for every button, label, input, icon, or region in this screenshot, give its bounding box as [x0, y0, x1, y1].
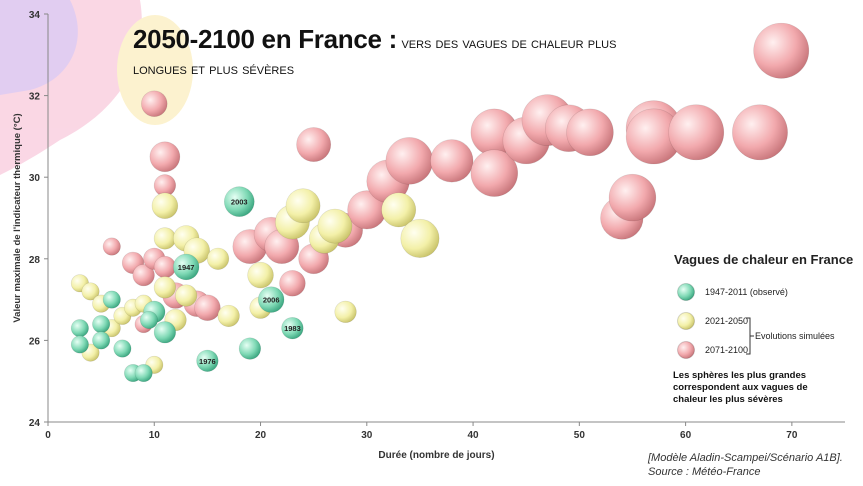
y-tick-label: 32: [29, 92, 41, 103]
data-point: [113, 339, 132, 358]
legend-marker-2021-2050: [677, 312, 695, 330]
y-tick-label: 28: [29, 255, 41, 266]
legend-marker-observed: [677, 283, 695, 301]
data-point: [334, 300, 357, 323]
data-point: [102, 237, 121, 256]
data-point: [608, 173, 657, 222]
x-tick-label: 0: [45, 430, 51, 441]
data-point: [92, 315, 111, 334]
y-tick-label: 24: [29, 418, 41, 429]
chart-bubbles: 1947 1976 2003 2006 1983: [70, 22, 810, 383]
data-point: [257, 286, 285, 313]
data-point: [139, 310, 158, 329]
data-point: [217, 304, 240, 328]
data-point: [134, 364, 153, 383]
data-point: [132, 264, 155, 287]
legend-label-2021-2050: 2021-2050: [705, 316, 749, 326]
legend-label-observed: 1947-2011 (observé): [705, 287, 788, 297]
legend-marker-2071-2100: [677, 341, 695, 359]
data-point: [92, 331, 111, 350]
data-point: [153, 255, 176, 279]
legend-label-2071-2100: 2071-2100: [705, 345, 749, 355]
data-point: [194, 294, 221, 321]
series-1: [70, 188, 440, 374]
data-point: [753, 22, 810, 79]
data-point: [196, 349, 219, 372]
x-tick-label: 10: [149, 430, 161, 441]
data-label: 2003: [231, 198, 248, 207]
data-point: [279, 270, 306, 297]
data-point: [206, 247, 230, 270]
y-tick-label: 34: [29, 10, 41, 21]
data-point: [149, 141, 181, 173]
data-point: [285, 188, 321, 224]
x-tick-label: 30: [361, 430, 373, 441]
data-point: [153, 227, 176, 250]
data-point: [141, 90, 168, 117]
series-2: [102, 22, 810, 334]
data-point: [381, 192, 417, 228]
y-tick-label: 30: [29, 173, 41, 184]
legend-marks: [677, 283, 754, 359]
x-tick-label: 20: [255, 430, 267, 441]
y-tick-label: 26: [29, 336, 41, 347]
data-point: [317, 208, 353, 244]
title-sub-line2: longues et plus sévères: [133, 61, 295, 78]
source-line1: [Modèle Aladin-Scampei/Scénario A1B].: [648, 452, 843, 464]
title-sub-line1: vers des vagues de chaleur plus: [401, 35, 617, 52]
source-note: [Modèle Aladin-Scampei/Scénario A1B]. So…: [648, 451, 843, 479]
data-point: [247, 261, 274, 289]
x-tick-label: 70: [786, 430, 798, 441]
data-point: [732, 104, 788, 161]
x-tick-label: 60: [680, 430, 692, 441]
x-axis-label: Durée (nombre de jours): [378, 450, 494, 461]
chart-axes: 0 10 20 30 40 50 60 70 24 26 28 30 32 34 Durée (nombre…: [12, 10, 845, 461]
data-point: [430, 139, 474, 183]
data-point: [238, 337, 262, 360]
data-point: [175, 284, 198, 307]
data-point: [70, 319, 89, 338]
x-tick-label: 50: [574, 430, 586, 441]
data-point: [151, 192, 179, 219]
data-point: [281, 317, 304, 340]
data-label: 1983: [284, 324, 301, 333]
chart-title: 2050-2100 en France : vers des vagues de…: [133, 24, 693, 78]
data-point: [153, 276, 176, 299]
title-main: 2050-2100 en France :: [133, 24, 397, 54]
legend-bracket: [746, 317, 754, 355]
data-point: [385, 137, 434, 185]
background-decoration: [0, 0, 193, 175]
data-point: [172, 253, 200, 281]
data-label: 2006: [263, 296, 280, 305]
data-point: [70, 335, 89, 354]
data-point: [102, 290, 121, 309]
source-line2: Source : Météo-France: [648, 466, 761, 478]
y-axis-label: Valeur maximale de l'indicateur thermiqu…: [12, 113, 23, 322]
data-point: [400, 218, 440, 258]
legend-title: Vagues de chaleur en France: [674, 252, 854, 267]
data-point: [470, 149, 519, 197]
data-point: [153, 321, 176, 344]
data-label: 1947: [178, 263, 195, 272]
data-point: [81, 282, 100, 301]
x-tick-label: 40: [468, 430, 480, 441]
data-point: [223, 186, 255, 217]
legend-bracket-label: Evolutions simulées: [755, 331, 835, 341]
data-point: [296, 127, 332, 162]
data-label: 1976: [199, 357, 216, 366]
legend-note: Les sphères les plus grandes corresponde…: [673, 370, 808, 405]
series-0: 1947 1976 2003 2006 1983: [70, 186, 304, 383]
data-point: [668, 104, 725, 161]
data-point: [566, 108, 614, 157]
